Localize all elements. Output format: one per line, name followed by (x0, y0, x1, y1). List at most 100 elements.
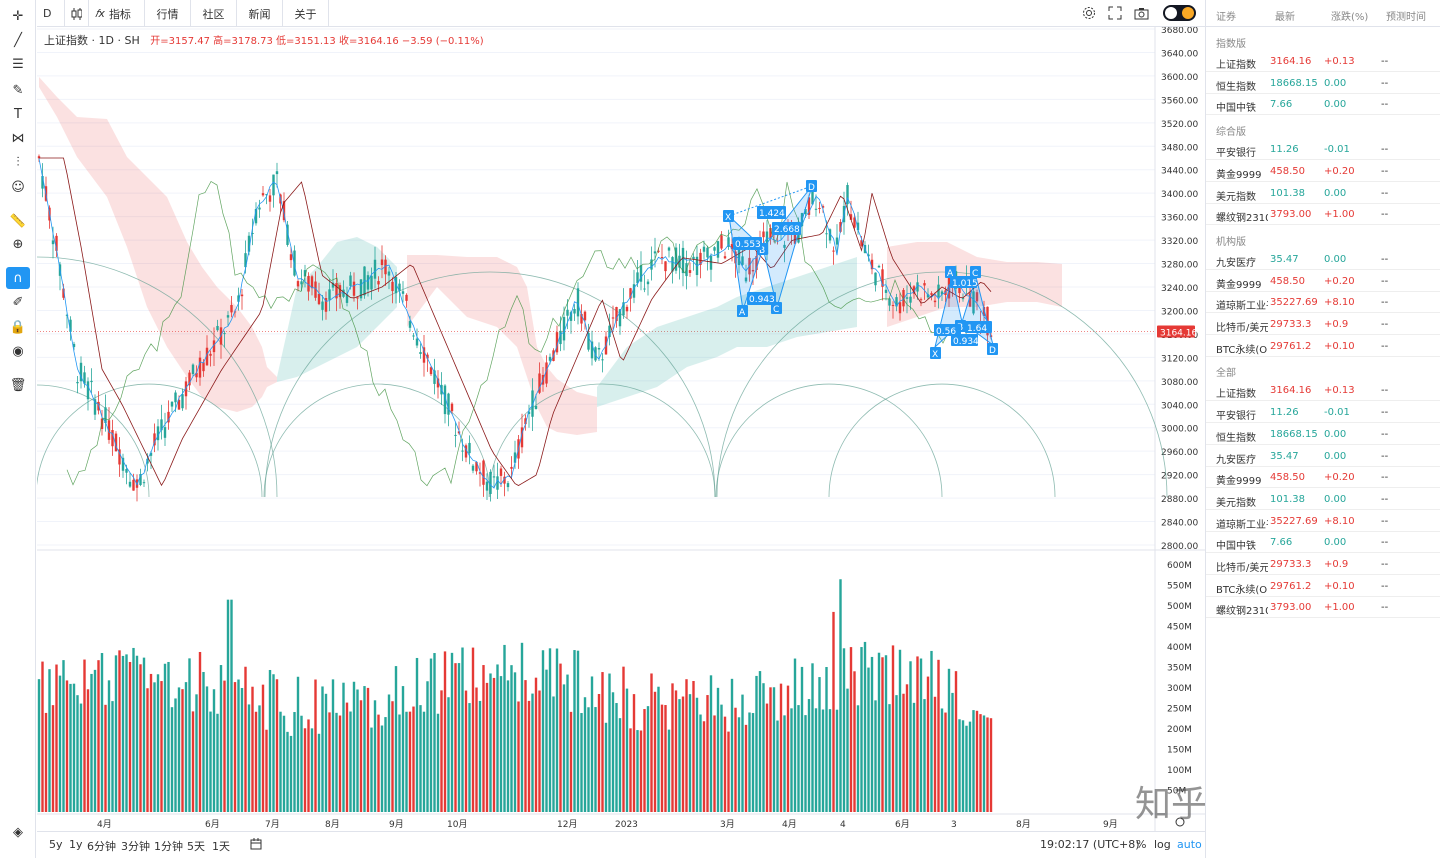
range-button-6[interactable]: 1天 (212, 840, 230, 853)
volume-bar (104, 704, 107, 812)
candlestick-icon[interactable] (65, 0, 89, 27)
trend-line-icon[interactable]: ╱ (14, 32, 22, 48)
watchlist-row[interactable]: 中国中铁 7.66 0.00 -- (1206, 532, 1440, 554)
chart-canvas[interactable]: 3680.00 3640.00 3600.00 3560.00 3520.00 3480.… (37, 27, 1205, 831)
watchlist-row[interactable]: 恒生指数 18668.15 0.00 -- (1206, 424, 1440, 445)
compare-icon[interactable] (249, 837, 263, 854)
fullscreen-icon[interactable] (1104, 3, 1126, 23)
volume-bar (471, 647, 475, 812)
volume-bar (898, 649, 902, 812)
watchlist-row[interactable]: 黄金9999 458.50 +0.20 -- (1206, 271, 1440, 292)
candle-body (975, 292, 979, 302)
candle-body (107, 420, 111, 440)
candle-body (331, 282, 335, 288)
candle-body (415, 338, 419, 346)
layers-icon[interactable]: ◈ (13, 824, 23, 840)
time-tick-label: 7月 (265, 819, 280, 830)
watchlist-group-title[interactable]: 综合版 (1216, 127, 1246, 139)
volume-bar (233, 682, 237, 812)
row-last: 101.38 (1270, 493, 1305, 505)
header-change[interactable]: 涨跌(%) (1331, 12, 1369, 23)
watchlist-row[interactable]: 美元指数 101.38 0.00 -- (1206, 489, 1440, 510)
trash-icon[interactable]: 🗑 (9, 377, 27, 393)
watchlist-group-title[interactable]: 指数版 (1216, 39, 1246, 50)
prediction-icon[interactable]: ⫶ (16, 154, 20, 170)
watchlist-row[interactable]: 美元指数 101.38 0.00 -- (1206, 183, 1440, 204)
range-button-0[interactable]: 5y (49, 838, 63, 851)
candle-body (216, 325, 219, 331)
pattern-ratio-label: 0.553 (735, 240, 761, 250)
range-button-5[interactable]: 5天 (187, 840, 205, 853)
chart-area[interactable]: 3680.00 3640.00 3600.00 3560.00 3520.00 3480.… (37, 27, 1362, 831)
theme-toggle[interactable] (1163, 5, 1196, 21)
watchlist-row[interactable]: 上证指数 3164.16 +0.13 -- (1206, 380, 1440, 402)
watchlist-row[interactable]: 螺纹钢2310 3793.00 +1.00 -- (1206, 204, 1440, 226)
brush-icon[interactable]: ✎ (12, 82, 24, 98)
volume-bar (569, 711, 573, 812)
candle-body (895, 297, 898, 307)
log-scale-toggle[interactable]: log (1154, 838, 1171, 851)
candle-body (387, 271, 391, 276)
text-icon[interactable]: T (14, 106, 22, 122)
volume-bar (363, 686, 366, 812)
crosshair-icon[interactable]: ✛ (12, 8, 24, 24)
candle-body (902, 289, 905, 307)
candle-body (454, 434, 457, 436)
lock-icon[interactable]: 🔒 (9, 319, 27, 335)
interval-button[interactable]: D (37, 0, 65, 27)
row-symbol: 上证指数 (1216, 389, 1256, 401)
percent-scale-toggle[interactable]: % (1136, 838, 1147, 851)
community-tab[interactable]: 社区 (191, 0, 237, 27)
watchlist-row[interactable]: 道琼斯工业平35227.69 +8.10 -- (1206, 511, 1440, 532)
zoom-in-icon[interactable]: ⊕ (12, 236, 24, 252)
top-toolbar: D 𝑓x 指标 行情 社区 新闻 关于 (37, 0, 1205, 27)
candle-body (153, 433, 156, 446)
about-tab[interactable]: 关于 (283, 0, 329, 27)
lock-drawing-icon[interactable]: ✐ (12, 294, 24, 310)
price-tick-label: 3120.00 (1161, 354, 1198, 364)
watchlist-row[interactable]: 黄金9999 458.50 +0.20 -- (1206, 467, 1440, 489)
news-tab[interactable]: 新闻 (237, 0, 283, 27)
legend-symbol[interactable]: 上证指数 (44, 34, 88, 47)
candle-body (968, 293, 972, 307)
watchlist-row[interactable]: 上证指数 3164.16 +0.13 -- (1206, 51, 1440, 72)
candle-body (884, 289, 888, 293)
watchlist-row[interactable]: 比特币/美元 29733.3 +0.9 -- (1206, 554, 1440, 575)
watchlist-row[interactable]: 平安银行 11.26 -0.01 -- (1206, 402, 1440, 424)
ruler-icon[interactable]: 📏 (9, 213, 27, 229)
watchlist-group-title[interactable]: 机构版 (1216, 236, 1246, 248)
axis-settings-icon[interactable] (1175, 817, 1185, 827)
pattern-icon[interactable]: ⋈ (11, 130, 25, 146)
eye-icon[interactable]: ◉ (12, 343, 24, 359)
header-symbol[interactable]: 证券 (1216, 12, 1236, 23)
watchlist-row[interactable]: 恒生指数 18668.15 0.00 -- (1206, 73, 1440, 94)
horizontal-lines-icon[interactable]: ☰ (12, 56, 24, 72)
header-time[interactable]: 预测时间 (1386, 12, 1426, 23)
watchlist-group-title[interactable]: 全部 (1216, 368, 1236, 380)
camera-icon[interactable] (1130, 3, 1152, 23)
indicators-button[interactable]: 𝑓x 指标 (89, 0, 145, 27)
range-button-1[interactable]: 1y (69, 838, 83, 851)
watchlist-row[interactable]: BTC永续(OKE29761.2 +0.10 -- (1206, 336, 1440, 357)
watchlist-row[interactable]: 道琼斯工业平35227.69 +8.10 -- (1206, 292, 1440, 314)
watchlist-row[interactable]: 黄金9999 458.50 +0.20 -- (1206, 161, 1440, 182)
market-tab[interactable]: 行情 (145, 0, 191, 27)
candle-body (338, 285, 342, 298)
volume-bar (44, 712, 48, 812)
watchlist-row[interactable]: BTC永续(OKE29761.2 +0.10 -- (1206, 576, 1440, 597)
emoji-icon[interactable]: ☺ (11, 179, 25, 195)
range-button-4[interactable]: 1分钟 (154, 840, 183, 853)
watchlist-row[interactable]: 中国中铁 7.66 0.00 -- (1206, 94, 1440, 116)
watchlist-row[interactable]: 九安医疗 35.47 0.00 -- (1206, 446, 1440, 467)
watchlist-row[interactable]: 螺纹钢2310 3793.00 +1.00 -- (1206, 597, 1440, 619)
auto-scale-toggle[interactable]: auto (1177, 838, 1202, 851)
watchlist-row[interactable]: 比特币/美元 29733.3 +0.9 -- (1206, 314, 1440, 335)
watchlist-row[interactable]: 平安银行 11.26 -0.01 -- (1206, 139, 1440, 161)
sun-icon (1182, 7, 1194, 19)
settings-icon[interactable] (1078, 3, 1100, 23)
range-button-3[interactable]: 3分钟 (121, 840, 150, 853)
range-button-2[interactable]: 6分钟 (87, 840, 116, 853)
watchlist-row[interactable]: 九安医疗 35.47 0.00 -- (1206, 249, 1440, 270)
magnet-icon[interactable]: ∩ (6, 267, 30, 289)
header-last[interactable]: 最新 (1275, 12, 1295, 23)
